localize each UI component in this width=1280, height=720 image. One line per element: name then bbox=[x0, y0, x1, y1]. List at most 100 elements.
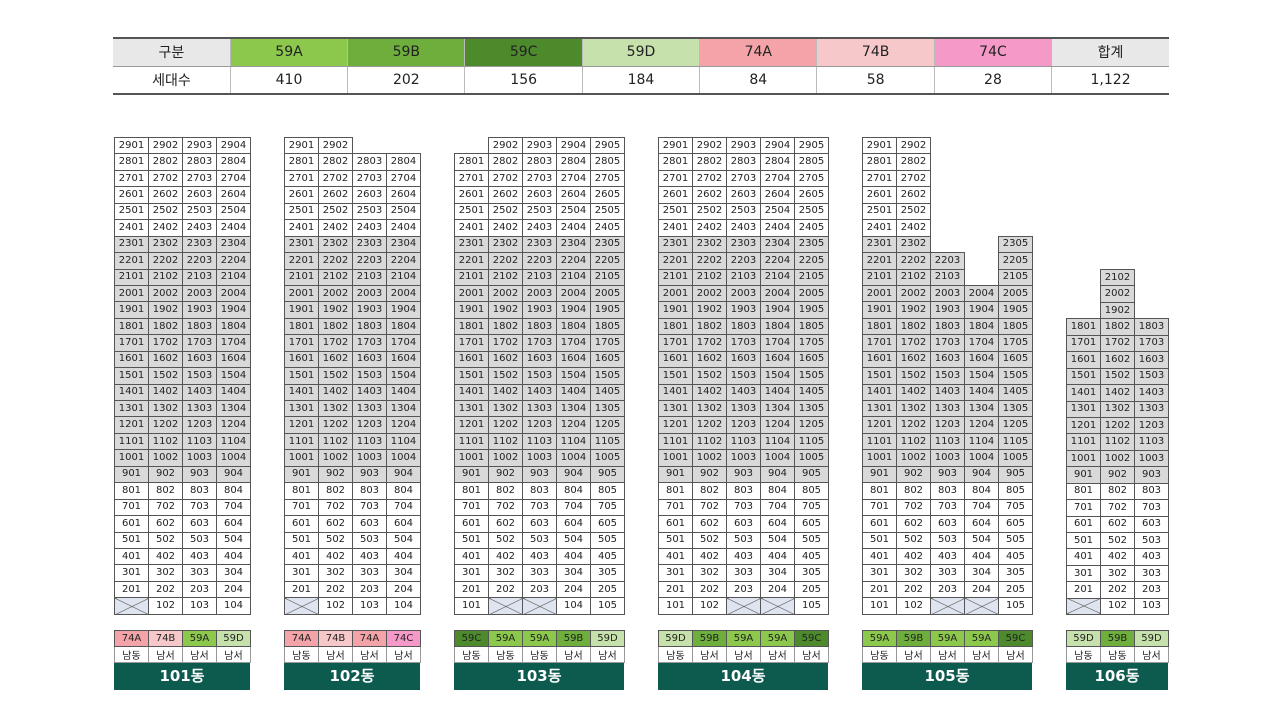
empty-cell bbox=[965, 253, 999, 269]
unit-cell: 1001 bbox=[862, 449, 897, 467]
unit-type-legend: 59D 59B 59A 59A 59C 남동 남서 남서 남서 남서 bbox=[658, 629, 829, 663]
unit-cell: 203 bbox=[930, 580, 965, 599]
unit-cell: 1503 bbox=[522, 367, 557, 385]
unit-cell: 1605 bbox=[998, 350, 1033, 369]
unit-cell: 1702 bbox=[896, 334, 931, 352]
floor-row: 2701 2702 2703 2704 bbox=[114, 169, 251, 188]
floor-row: 801 802 803 804 805 bbox=[658, 482, 829, 500]
unit-cell: 1204 bbox=[216, 416, 251, 434]
unit-cell: 1601 bbox=[454, 350, 489, 369]
unit-cell: 603 bbox=[1134, 515, 1169, 534]
unit-cell: 2304 bbox=[386, 235, 421, 254]
empty-cell bbox=[965, 220, 999, 236]
unit-cell: 1704 bbox=[964, 334, 999, 352]
unit-cell: 2402 bbox=[148, 219, 183, 237]
unit-cell: 2403 bbox=[522, 219, 557, 237]
floor-row: 201 202 203 204 bbox=[114, 580, 251, 599]
orientation-row: 남동 남동 남동 남서 남서 bbox=[454, 645, 625, 663]
floor-row: 2501 2502 2503 2504 bbox=[284, 202, 421, 221]
unit-cell: 1201 bbox=[658, 416, 693, 434]
empty-cell bbox=[965, 138, 999, 154]
orientation-cell: 남서 bbox=[590, 645, 625, 663]
orientation-cell: 남동 bbox=[488, 645, 523, 663]
unit-cell: 1805 bbox=[794, 317, 829, 336]
unit-cell: 1604 bbox=[386, 350, 421, 369]
unit-cell: 2904 bbox=[216, 136, 251, 155]
unit-cell: 605 bbox=[794, 515, 829, 533]
unit-cell: 102 bbox=[692, 597, 727, 615]
unit-cell: 601 bbox=[862, 515, 897, 533]
floor-row: 2901 2902 2903 2904 2905 bbox=[658, 136, 829, 155]
unit-cell: 2703 bbox=[522, 169, 557, 188]
unit-cell: 401 bbox=[1066, 548, 1101, 566]
floor-row: 201 202 203 204 bbox=[284, 580, 421, 599]
unit-cell: 1303 bbox=[352, 399, 387, 418]
unit-cell: 402 bbox=[1100, 548, 1135, 566]
floor-row: 2101 2102 2103 2105 bbox=[862, 268, 1033, 286]
unit-cell: 2002 bbox=[148, 284, 183, 303]
unit-cell: 2005 bbox=[794, 284, 829, 303]
floor-row: 2101 2102 2103 2104 2105 bbox=[658, 268, 829, 286]
unit-cell: 2903 bbox=[522, 136, 557, 155]
unit-cell: 403 bbox=[352, 547, 387, 566]
unit-cell: 1701 bbox=[284, 334, 319, 352]
unit-type-cell: 59A bbox=[862, 629, 897, 647]
floor-row: 1101 1102 1103 1104 1105 bbox=[658, 432, 829, 451]
unit-cell: 2802 bbox=[692, 153, 727, 171]
unit-cell: 1005 bbox=[998, 449, 1033, 467]
unit-cell: 803 bbox=[182, 482, 217, 500]
orientation-cell: 남동 bbox=[522, 645, 557, 663]
unit-cell: 1903 bbox=[522, 301, 557, 319]
unit-cell: 202 bbox=[692, 580, 727, 599]
unit-cell: 102 bbox=[318, 597, 353, 615]
unit-cell: 1905 bbox=[590, 301, 625, 319]
unit-cell: 304 bbox=[964, 564, 999, 582]
unit-cell: 2603 bbox=[726, 186, 761, 204]
unit-cell: 404 bbox=[556, 547, 591, 566]
unit-cell: 705 bbox=[794, 498, 829, 517]
floor-row: 601 602 603 bbox=[1066, 515, 1169, 534]
summary-type-59b: 59B bbox=[347, 37, 465, 67]
unit-cell: 1605 bbox=[794, 350, 829, 369]
unit-cell: 1403 bbox=[1134, 384, 1169, 402]
floor-row: 601 602 603 604 605 bbox=[658, 515, 829, 533]
unit-cell: 1802 bbox=[148, 317, 183, 336]
unit-cell: 605 bbox=[590, 515, 625, 533]
unit-cell: 1703 bbox=[726, 334, 761, 352]
floor-row: 1201 1202 1203 1204 1205 bbox=[862, 416, 1033, 434]
unit-cell: 1903 bbox=[726, 301, 761, 319]
unit-cell: 204 bbox=[216, 580, 251, 599]
unit-cell: 601 bbox=[114, 515, 149, 533]
orientation-cell: 남동 bbox=[454, 645, 489, 663]
unit-cell: 603 bbox=[930, 515, 965, 533]
unit-cell: 2702 bbox=[148, 169, 183, 188]
unit-cell: 801 bbox=[284, 482, 319, 500]
unit-cell: 1703 bbox=[522, 334, 557, 352]
unit-cell: 804 bbox=[556, 482, 591, 500]
unit-cell: 2203 bbox=[352, 252, 387, 270]
unit-type-row: 74A 74B 59A 59D bbox=[114, 629, 251, 647]
floor-row: 2401 2402 2403 2404 bbox=[114, 219, 251, 237]
unit-cell: 1801 bbox=[114, 317, 149, 336]
unit-type-cell: 59A bbox=[964, 629, 999, 647]
unit-cell: 2004 bbox=[964, 284, 999, 303]
unit-cell: 2002 bbox=[1100, 285, 1135, 303]
orientation-cell: 남서 bbox=[182, 645, 217, 663]
unit-cell: 2202 bbox=[488, 252, 523, 270]
unit-cell: 1401 bbox=[114, 383, 149, 402]
floor-row: 1101 1102 1103 1104 1105 bbox=[862, 432, 1033, 451]
unit-cell: 1004 bbox=[964, 449, 999, 467]
unit-cell: 103 bbox=[182, 597, 217, 615]
unit-cell: 1802 bbox=[896, 317, 931, 336]
unit-cell: 601 bbox=[284, 515, 319, 533]
floor-row: 1301 1302 1303 1304 bbox=[114, 399, 251, 418]
unit-cell: 701 bbox=[862, 498, 897, 517]
unit-cell: 1503 bbox=[726, 367, 761, 385]
floor-row: 1101 1102 1103 1104 bbox=[284, 432, 421, 451]
unit-cell: 1005 bbox=[590, 449, 625, 467]
unit-cell: 2901 bbox=[658, 136, 693, 155]
floor-row: 1701 1702 1703 bbox=[1066, 334, 1169, 353]
unit-cell: 403 bbox=[522, 547, 557, 566]
unit-cell: 1004 bbox=[216, 449, 251, 467]
unit-cell: 2104 bbox=[386, 268, 421, 286]
